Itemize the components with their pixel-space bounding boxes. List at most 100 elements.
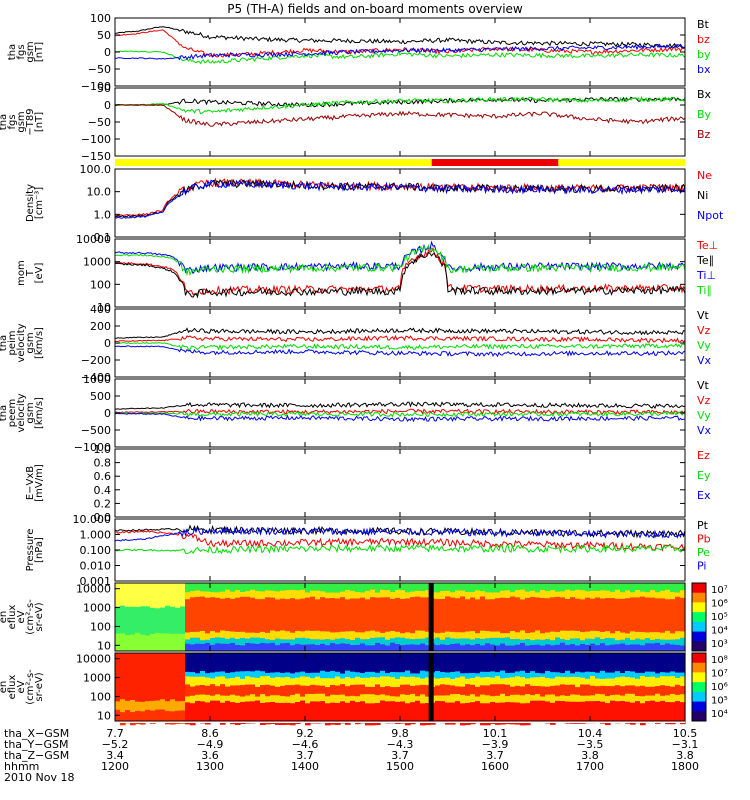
heatmap-cell (390, 687, 396, 700)
y-axis-label-line: [km/s] (34, 327, 45, 359)
heatmap-cell (365, 591, 371, 601)
heatmap-cell (450, 592, 456, 603)
heatmap-cell (140, 701, 146, 716)
heatmap-cell (440, 678, 446, 690)
y-axis-label-line: (cm²-s- (25, 599, 36, 635)
y-tick-label: −500 (81, 424, 111, 437)
heatmap-cell (225, 673, 231, 682)
heatmap-cell (290, 694, 296, 705)
legend-entry: Ti⊥ (696, 269, 716, 282)
heatmap-cell (635, 631, 641, 642)
heatmap-cell (440, 591, 446, 601)
heatmap-cell (305, 693, 311, 704)
heatmap-cell (460, 638, 466, 647)
legend-entry: Vx (697, 424, 712, 437)
heatmap-cell (205, 597, 211, 635)
heatmap-cell (675, 684, 681, 698)
heatmap-cell (185, 676, 191, 688)
heatmap-cell (315, 590, 321, 601)
panel-fgs: 100 50 0 −50 −100 Bt bz by bx thafgsgsm[nT] (7, 12, 711, 93)
y-axis-label-line: fgs (7, 114, 18, 129)
heatmap-cell (355, 676, 361, 688)
heatmap-cell (645, 671, 651, 681)
legend-entry: Vt (697, 309, 710, 322)
colorbar-label: 10⁵ (711, 612, 728, 623)
heatmap-cell (260, 702, 266, 725)
heatmap-cell (345, 686, 351, 699)
heatmap-cell (190, 672, 196, 681)
x-axis-group: tha_X−GSM 7.7 8.6 9.2 9.8 10.1 10.4 10.5 tha_Y−G… (4, 727, 699, 784)
heatmap-cell (545, 638, 551, 648)
heatmap-cell (435, 592, 441, 603)
heatmap-cell (240, 678, 246, 690)
heatmap-cell (455, 671, 461, 680)
heatmap-cell (285, 685, 291, 698)
heatmap-cell (630, 583, 636, 595)
heatmap-cell (385, 686, 391, 699)
heatmap-cell (480, 653, 486, 676)
heatmap-cell (480, 583, 486, 595)
heatmap-cell (175, 633, 181, 654)
heatmap-cell (525, 639, 531, 648)
heatmap-cell (125, 635, 131, 656)
heatmap-cell (470, 597, 476, 635)
heatmap-cell (280, 630, 286, 641)
heatmap-cell (340, 694, 346, 705)
heatmap-cell (650, 590, 656, 600)
heatmap-cell (360, 583, 366, 595)
heatmap-cell (155, 583, 161, 610)
heatmap-cell (395, 583, 401, 595)
heatmap-cell (335, 592, 341, 603)
heatmap-cell (215, 597, 221, 635)
heatmap-cell (365, 631, 371, 642)
heatmap-cell (410, 591, 416, 602)
heatmap-cell (320, 597, 326, 635)
heatmap-cell (225, 700, 231, 723)
heatmap-cell (630, 653, 636, 676)
heatmap-cell (665, 643, 671, 654)
heatmap-cell (500, 678, 506, 690)
heatmap-cell (490, 696, 496, 706)
legend-entry: Ex (697, 489, 711, 502)
heatmap-cell (395, 653, 401, 676)
heatmap-cell (405, 694, 411, 705)
heatmap-cell (660, 639, 666, 649)
heatmap-cell (535, 672, 541, 682)
colorbar-segment (692, 682, 706, 693)
heatmap-cell (410, 633, 416, 644)
mode-bar-segment (431, 159, 559, 166)
heatmap-cell (390, 653, 396, 676)
heatmap-cell (415, 677, 421, 689)
heatmap-cell (650, 700, 656, 723)
heatmap-cell (555, 672, 561, 681)
heatmap-cell (300, 671, 306, 681)
heatmap-cell (220, 637, 226, 647)
heatmap-cell (250, 684, 256, 698)
heatmap-cell (235, 638, 241, 648)
y-axis-label-line: gsm (25, 41, 36, 62)
heatmap-cell (220, 583, 226, 595)
heatmap-cell (310, 701, 316, 724)
heatmap-cell (445, 695, 451, 706)
x-axis-row-value: 1600 (481, 760, 509, 773)
heatmap-cell (580, 677, 586, 689)
heatmap-cell (215, 671, 221, 681)
heatmap-cell (140, 634, 146, 655)
heatmap-cell (290, 639, 296, 648)
heatmap-cell (485, 583, 491, 595)
heatmap-cell (585, 701, 591, 724)
heatmap-cell (565, 630, 571, 641)
heatmap-cell (305, 592, 311, 603)
x-axis-row-label: tha_Y−GSM (4, 738, 68, 751)
heatmap-cell (445, 631, 451, 642)
x-axis-row-value: −3.5 (577, 738, 604, 751)
heatmap-cell (185, 702, 191, 725)
heatmap-cell (280, 583, 286, 595)
heatmap-cell (605, 583, 611, 595)
heatmap-cell (195, 631, 201, 642)
heatmap-cell (600, 590, 606, 601)
heatmap-cell (530, 583, 536, 595)
heatmap-cell (360, 677, 366, 689)
heatmap-cell (510, 702, 516, 725)
heatmap-cell (675, 677, 681, 690)
